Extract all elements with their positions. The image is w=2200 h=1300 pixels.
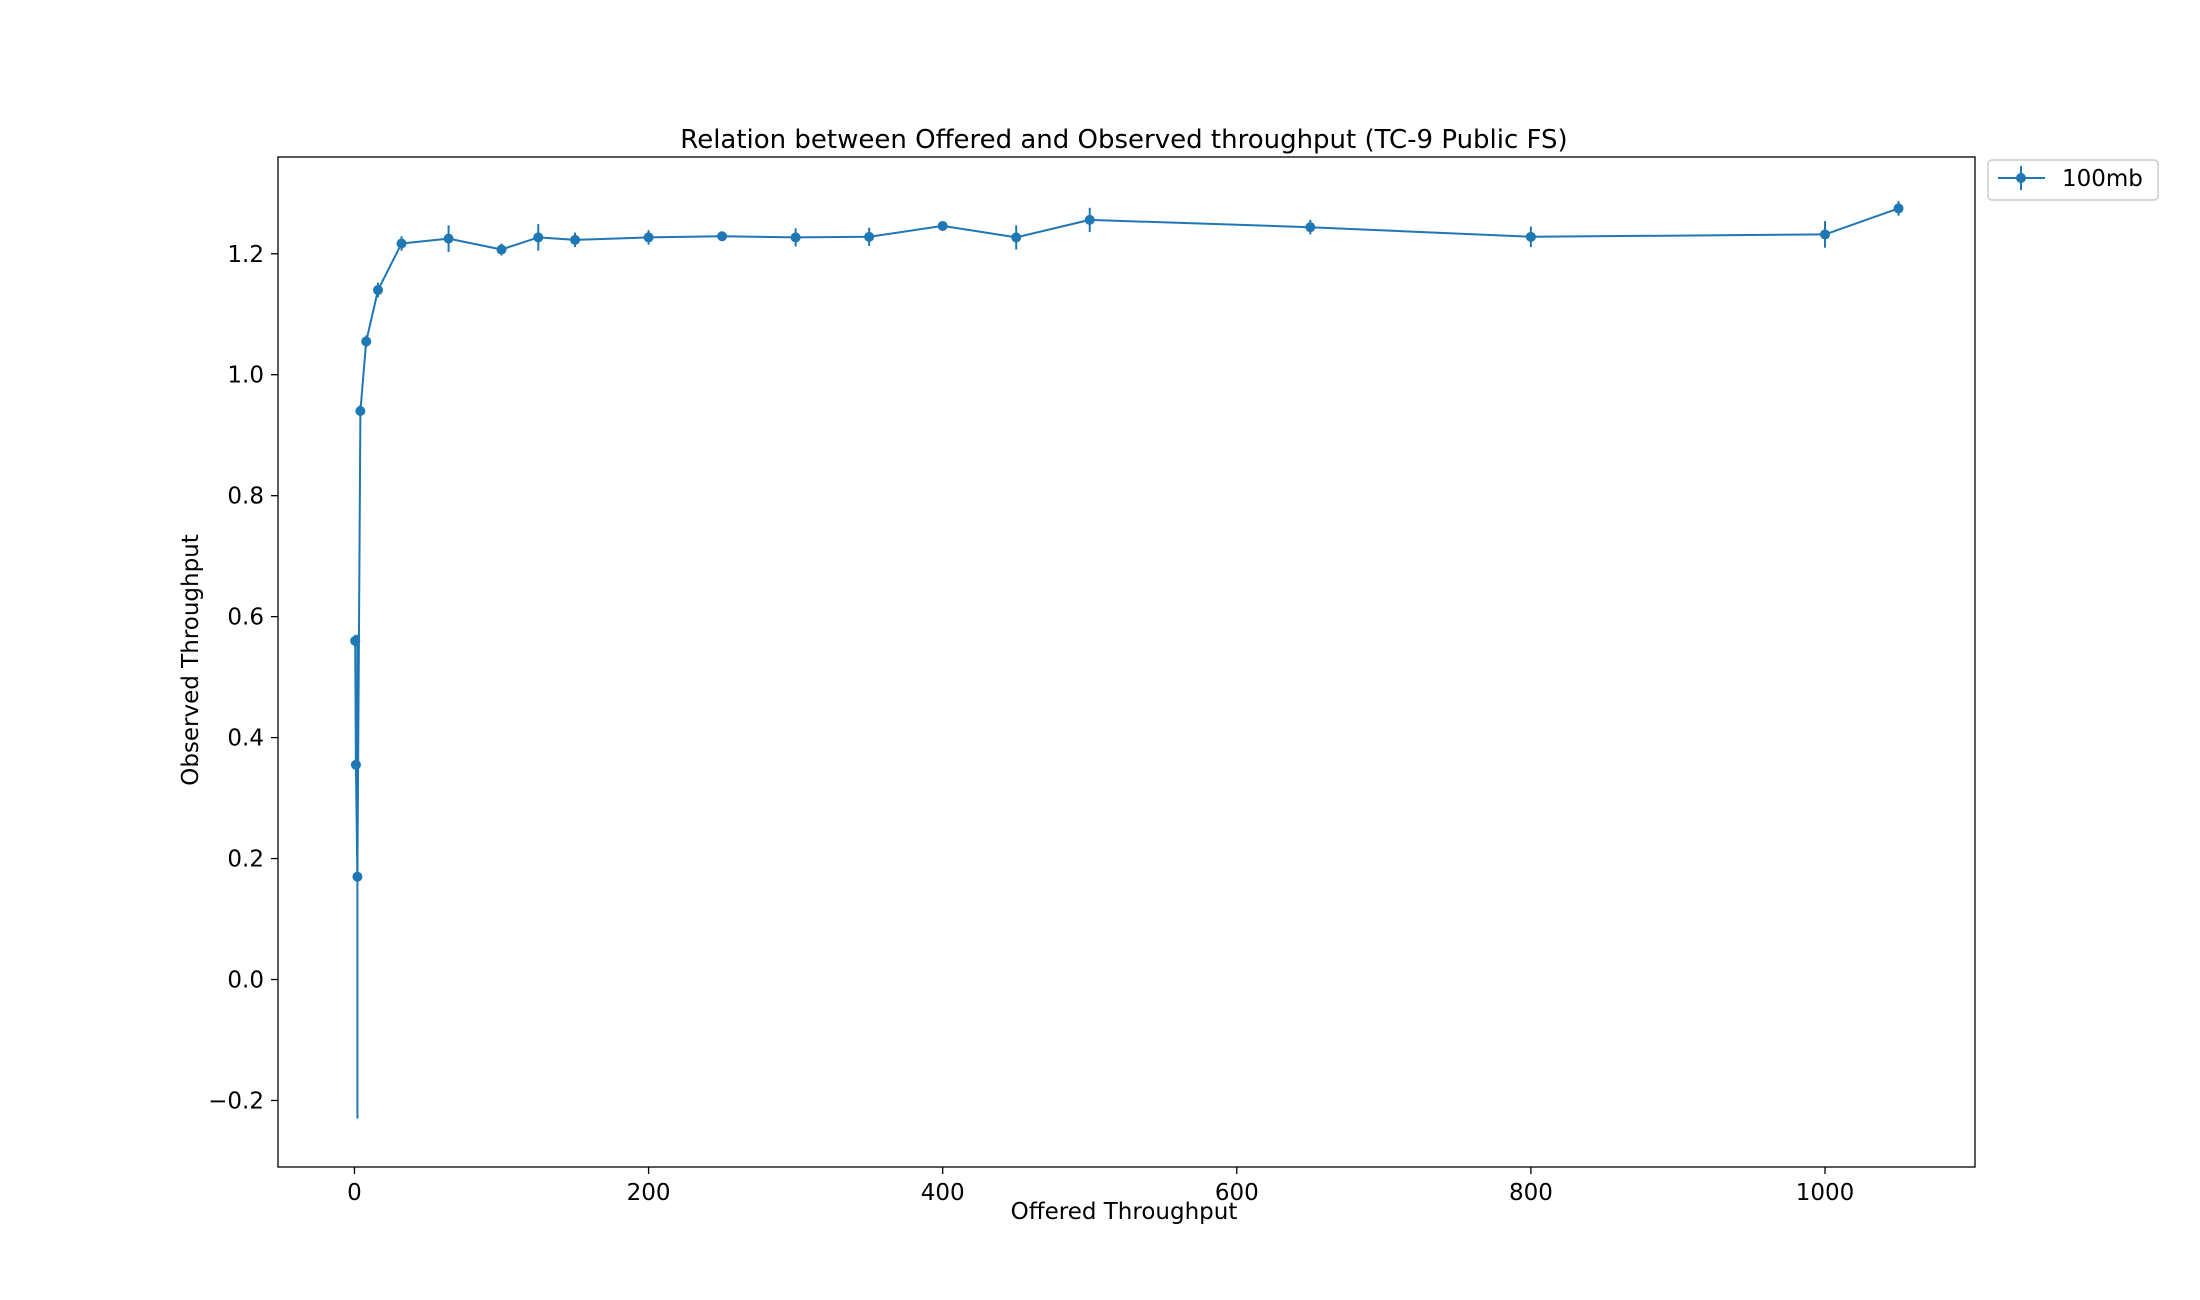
data-point [570, 234, 581, 245]
x-axis-label: Offered Throughput [1011, 1199, 1238, 1225]
plot-frame [277, 156, 1976, 1168]
y-tick-label: −0.2 [208, 1088, 264, 1114]
data-point [1525, 231, 1536, 242]
data-point [1084, 214, 1095, 225]
legend-marker-icon [2016, 173, 2026, 183]
data-point [864, 231, 875, 242]
data-point [533, 232, 544, 243]
data-point [643, 232, 654, 243]
data-point [350, 759, 361, 770]
y-tick-label: 0.0 [227, 968, 264, 994]
data-point [717, 231, 728, 242]
y-tick-label: 0.2 [227, 847, 264, 873]
y-tick-label: 0.4 [227, 726, 264, 752]
data-point [355, 406, 366, 417]
x-tick-label: 400 [921, 1180, 965, 1206]
data-point [1893, 203, 1904, 214]
data-point [790, 232, 801, 243]
data-series [350, 201, 1904, 1119]
legend: 100mb [1987, 159, 2159, 201]
data-point [396, 238, 407, 249]
data-point [1305, 222, 1316, 233]
data-point [352, 871, 363, 882]
data-point [350, 635, 361, 646]
y-tick-label: 1.2 [227, 242, 264, 268]
series-line [354, 207, 1899, 878]
data-point [937, 220, 948, 231]
y-tick-label: 1.0 [227, 363, 264, 389]
x-tick-label: 600 [1215, 1180, 1259, 1206]
x-tick-label: 200 [627, 1180, 671, 1206]
y-tick-label: 0.8 [227, 484, 264, 510]
data-point [1820, 229, 1831, 240]
y-axis-label: Observed Throughput [178, 534, 204, 786]
data-point [1011, 232, 1022, 243]
legend-frame [1987, 159, 2159, 201]
chart-title: Relation between Offered and Observed th… [680, 125, 1567, 155]
axes: 0 200 400 600 800 1000 −0.2 0.0 0.2 0.4 0.6 0.8 1.0 1… [208, 156, 1976, 1206]
data-point [496, 244, 507, 255]
legend-label: 100mb [2062, 166, 2143, 192]
y-tick-label: 0.6 [227, 605, 264, 631]
x-tick-label: 0 [347, 1180, 362, 1206]
data-point [443, 233, 454, 244]
x-tick-label: 1000 [1796, 1180, 1855, 1206]
x-tick-label: 800 [1509, 1180, 1553, 1206]
data-point [372, 285, 383, 296]
data-point [361, 336, 372, 347]
